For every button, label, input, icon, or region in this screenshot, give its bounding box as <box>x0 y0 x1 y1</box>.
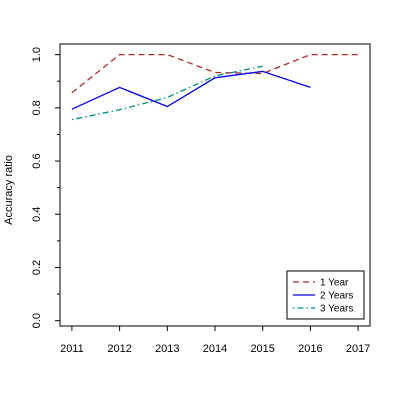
x-tick-label: 2013 <box>155 343 179 355</box>
y-axis: 0.0 0.2 0.4 0.6 0.8 1.0 <box>31 47 60 328</box>
y-tick-label: 0.6 <box>31 153 43 168</box>
y-tick-label: 0.2 <box>31 260 43 275</box>
x-tick-label: 2011 <box>60 343 84 355</box>
x-axis: 2011 2012 2013 2014 2015 2016 2017 <box>60 326 370 355</box>
x-tick-label: 2016 <box>298 343 322 355</box>
series-line-1 <box>71 53 359 94</box>
series-line-3 <box>71 65 263 121</box>
legend-label-2: 2 Years <box>320 291 353 302</box>
y-tick-label: 0.0 <box>31 313 43 328</box>
y-axis-title: Accuracy ratio <box>3 155 15 225</box>
y-tick-label: 0.4 <box>31 207 43 222</box>
legend-label-1: 1 Year <box>320 278 349 289</box>
x-tick-label: 2014 <box>203 343 227 355</box>
y-tick-label: 1.0 <box>31 47 43 62</box>
y-tick-label: 0.8 <box>31 100 43 115</box>
series-layer <box>71 53 359 121</box>
series-line-2 <box>71 70 311 110</box>
legend-label-3: 3 Years <box>320 304 353 315</box>
legend: 1 Year 2 Years 3 Years <box>286 270 365 320</box>
x-tick-label: 2015 <box>250 343 274 355</box>
plot-frame <box>59 43 371 327</box>
x-tick-label: 2012 <box>107 343 131 355</box>
x-tick-label: 2017 <box>346 343 370 355</box>
